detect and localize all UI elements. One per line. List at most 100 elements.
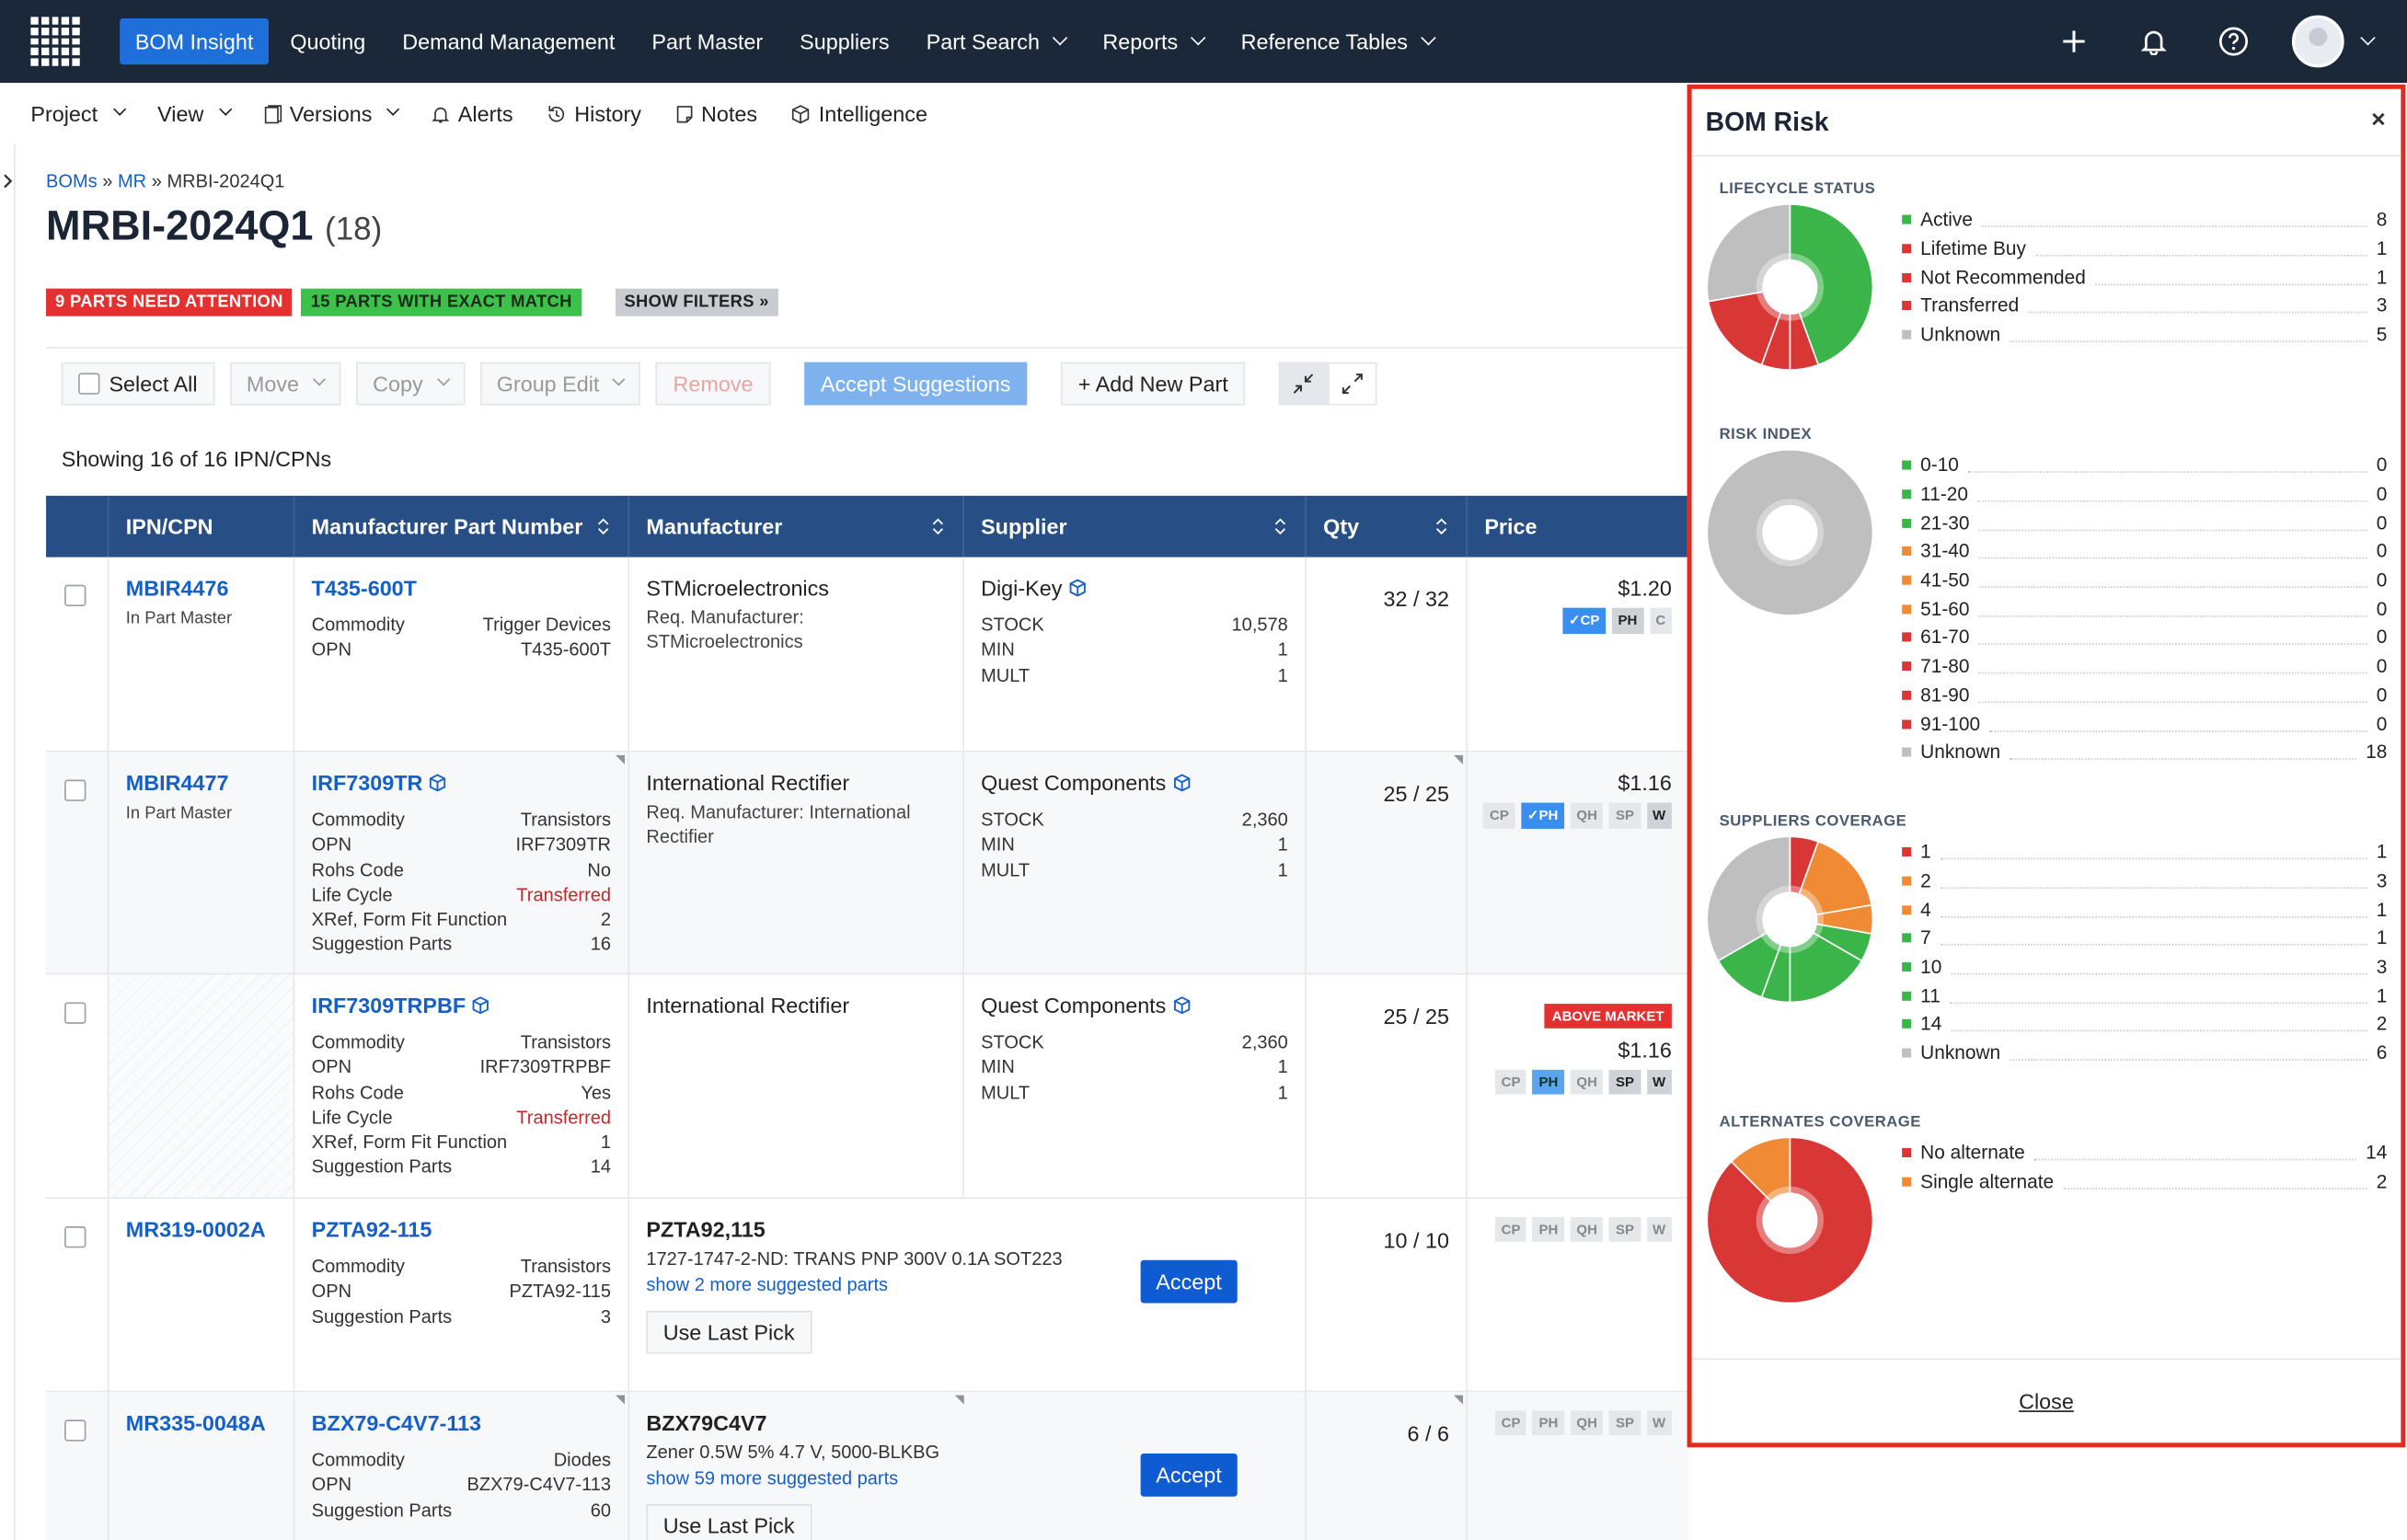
app-logo-icon[interactable] (30, 17, 80, 66)
attention-badge[interactable]: 9 PARTS NEED ATTENTION (46, 288, 293, 316)
collapse-icon[interactable] (1278, 361, 1329, 405)
legend-item[interactable]: 81-90 0 (1902, 681, 2387, 709)
donut-slice[interactable] (1789, 840, 1873, 921)
tag-more[interactable]: W (1646, 802, 1672, 829)
tag-qh[interactable]: QH (1570, 1069, 1604, 1095)
cube-icon[interactable] (1172, 996, 1191, 1015)
qty-value[interactable]: 32 / 32 (1383, 586, 1449, 612)
ipn-link[interactable]: MBIR4477 (125, 770, 229, 796)
header-price[interactable]: Price (1468, 496, 1688, 557)
tag-sp[interactable]: SP (1609, 802, 1641, 829)
cube-icon[interactable] (472, 996, 490, 1015)
select-all-checkbox[interactable] (78, 372, 100, 394)
legend-item[interactable]: Unknown 18 (1902, 738, 2387, 766)
bell-icon[interactable] (2132, 20, 2175, 63)
notes-button[interactable]: Notes (675, 101, 757, 126)
nav-quoting[interactable]: Quoting (275, 18, 381, 64)
tag-sp[interactable]: SP (1609, 1217, 1641, 1242)
show-more-suggestions-link[interactable]: show 59 more suggested parts (646, 1466, 899, 1489)
header-qty[interactable]: Qty (1307, 495, 1468, 557)
tag-qh[interactable]: QH (1570, 1217, 1604, 1242)
legend-item[interactable]: 0-10 0 (1902, 452, 2387, 480)
view-menu[interactable]: View (157, 101, 232, 126)
tag-ph[interactable]: PH (1532, 1410, 1565, 1435)
chevron-right-icon[interactable] (0, 172, 25, 200)
tag-cp[interactable]: ✓CP (1562, 607, 1607, 635)
legend-item[interactable]: Unknown 6 (1902, 1039, 2387, 1067)
mpn-link[interactable]: IRF7309TRPBF (311, 993, 466, 1018)
mpn-link[interactable]: BZX79-C4V7-113 (311, 1410, 482, 1435)
qty-value[interactable]: 25 / 25 (1383, 1004, 1449, 1029)
tag-more[interactable]: W (1646, 1217, 1672, 1242)
cube-icon[interactable] (1068, 579, 1087, 597)
mpn-link[interactable]: T435-600T (311, 575, 417, 601)
select-all-button[interactable]: Select All (61, 361, 214, 405)
nav-part-master[interactable]: Part Master (637, 18, 778, 64)
breadcrumb-boms[interactable]: BOMs (46, 170, 98, 192)
copy-button[interactable]: Copy (355, 361, 465, 405)
ipn-link[interactable]: MR335-0048A (125, 1410, 266, 1435)
tag-ph[interactable]: PH (1532, 1217, 1565, 1242)
move-button[interactable]: Move (229, 361, 341, 405)
tag-cp[interactable]: CP (1494, 1410, 1527, 1435)
mpn-link[interactable]: PZTA92-115 (311, 1217, 432, 1242)
tag-qh[interactable]: QH (1570, 1410, 1604, 1435)
show-more-suggestions-link[interactable]: show 2 more suggested parts (646, 1273, 889, 1296)
qty-value[interactable]: 6 / 6 (1407, 1420, 1449, 1446)
legend-item[interactable]: Transferred 3 (1902, 292, 2387, 320)
nav-reports[interactable]: Reports (1088, 18, 1220, 64)
cube-icon[interactable] (429, 774, 447, 792)
add-new-part-button[interactable]: + Add New Part (1061, 361, 1246, 405)
row-checkbox[interactable] (64, 1002, 86, 1024)
close-link[interactable]: Close (2019, 1388, 2074, 1414)
supplier-name[interactable]: Quest Components (981, 993, 1167, 1018)
nav-bom-insight[interactable]: BOM Insight (120, 18, 270, 65)
header-supplier[interactable]: Supplier (964, 495, 1307, 557)
nav-part-search[interactable]: Part Search (911, 18, 1081, 64)
tag-cp[interactable]: CP (1494, 1069, 1527, 1095)
breadcrumb-mr[interactable]: MR (117, 170, 147, 192)
tag-more[interactable]: W (1646, 1069, 1672, 1095)
row-checkbox[interactable] (64, 1419, 86, 1442)
qty-value[interactable]: 10 / 10 (1383, 1227, 1449, 1253)
legend-item[interactable]: 21-30 0 (1902, 509, 2387, 537)
header-ipn[interactable]: IPN/CPN (109, 495, 295, 557)
legend-item[interactable]: 61-70 0 (1902, 624, 2387, 652)
help-icon[interactable] (2212, 20, 2255, 63)
group-edit-button[interactable]: Group Edit (479, 361, 641, 405)
accept-button[interactable]: Accept (1140, 1453, 1238, 1497)
nav-suppliers[interactable]: Suppliers (785, 18, 905, 64)
use-last-pick-button[interactable]: Use Last Pick (646, 1504, 812, 1540)
legend-item[interactable]: Unknown 5 (1902, 320, 2387, 349)
legend-item[interactable]: Not Recommended 1 (1902, 263, 2387, 292)
versions-menu[interactable]: Versions (263, 101, 400, 126)
header-mpn[interactable]: Manufacturer Part Number (294, 495, 630, 557)
plus-icon[interactable] (2053, 20, 2096, 63)
header-manufacturer[interactable]: Manufacturer (629, 495, 964, 557)
alerts-button[interactable]: Alerts (432, 101, 513, 126)
accept-suggestions-button[interactable]: Accept Suggestions (803, 361, 1028, 405)
nav-reference-tables[interactable]: Reference Tables (1226, 18, 1449, 64)
legend-item[interactable]: 11 1 (1902, 982, 2387, 1010)
legend-item[interactable]: Single alternate 2 (1902, 1167, 2387, 1196)
legend-item[interactable]: 41-50 0 (1902, 566, 2387, 594)
show-filters-button[interactable]: SHOW FILTERS » (615, 288, 778, 316)
legend-item[interactable]: 31-40 0 (1902, 537, 2387, 566)
expand-icon[interactable] (1328, 361, 1377, 405)
tag-cp[interactable]: CP (1483, 802, 1515, 829)
use-last-pick-button[interactable]: Use Last Pick (646, 1310, 812, 1354)
nav-demand-management[interactable]: Demand Management (387, 18, 630, 64)
legend-item[interactable]: 11-20 0 (1902, 480, 2387, 509)
qty-value[interactable]: 25 / 25 (1383, 781, 1449, 806)
tag-more[interactable]: C (1649, 607, 1672, 635)
donut-slice[interactable] (1789, 203, 1874, 366)
accept-button[interactable]: Accept (1140, 1259, 1238, 1304)
legend-item[interactable]: Active 8 (1902, 206, 2387, 235)
legend-item[interactable]: 71-80 0 (1902, 652, 2387, 681)
row-checkbox[interactable] (64, 779, 86, 801)
mpn-link[interactable]: IRF7309TR (311, 770, 423, 796)
